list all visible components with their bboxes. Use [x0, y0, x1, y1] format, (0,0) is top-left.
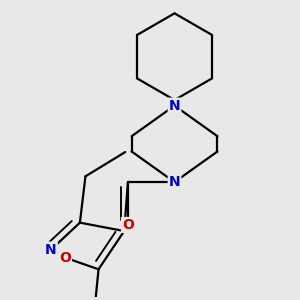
Text: O: O: [59, 250, 71, 265]
Text: N: N: [169, 175, 180, 189]
Text: N: N: [45, 243, 57, 257]
Text: O: O: [122, 218, 134, 232]
Text: N: N: [169, 99, 180, 112]
